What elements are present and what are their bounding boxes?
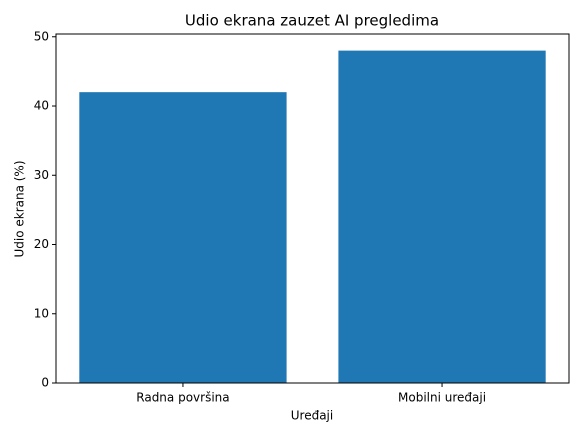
chart-title: Udio ekrana zauzet AI pregledima <box>185 12 439 30</box>
y-tick-label: 40 <box>34 99 49 113</box>
x-tick-label: Mobilni uređaji <box>398 391 486 405</box>
y-tick-label: 20 <box>34 237 49 251</box>
y-axis-label: Udio ekrana (%) <box>13 160 27 257</box>
x-tick-label: Radna površina <box>136 391 229 405</box>
y-tick-label: 10 <box>34 306 49 320</box>
y-tick-label: 0 <box>41 376 49 390</box>
bar <box>338 50 546 383</box>
y-tick-label: 50 <box>34 29 49 43</box>
y-tick-label: 30 <box>34 168 49 182</box>
bar <box>79 92 287 384</box>
plot-frame <box>55 33 570 384</box>
x-axis-label: Uređaji <box>291 409 333 423</box>
